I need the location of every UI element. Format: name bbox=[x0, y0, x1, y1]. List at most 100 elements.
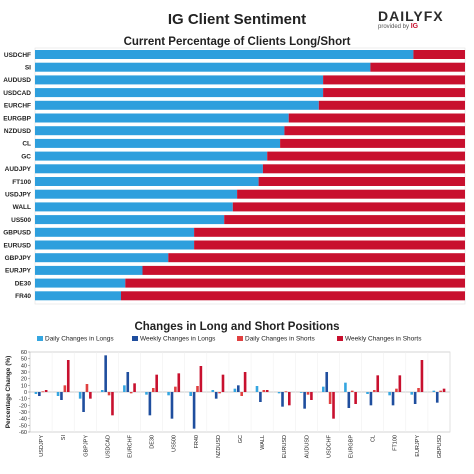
short-percentage-bar bbox=[232, 202, 465, 212]
sentiment-category-label: DE30 bbox=[15, 280, 32, 287]
sentiment-category-label: US500 bbox=[11, 217, 31, 224]
x-axis-category-label: US500 bbox=[172, 435, 178, 452]
sentiment-category-label: NZDUSD bbox=[4, 128, 31, 135]
x-axis-category-label: DE30 bbox=[150, 435, 156, 449]
change-bar bbox=[303, 392, 306, 409]
change-bar bbox=[174, 386, 177, 392]
change-bar bbox=[417, 388, 420, 392]
ig-logo-text: IG bbox=[410, 23, 419, 30]
change-bar bbox=[435, 392, 439, 403]
long-percentage-bar bbox=[35, 189, 238, 199]
change-bar bbox=[350, 390, 354, 392]
legend-label: Daily Changes in Longs bbox=[45, 336, 114, 343]
long-percentage-bar bbox=[35, 227, 195, 237]
y-axis-tick-label: 40 bbox=[21, 363, 27, 369]
sentiment-category-label: AUDUSD bbox=[3, 77, 31, 84]
change-bar bbox=[255, 386, 259, 392]
change-bar bbox=[100, 390, 104, 392]
change-bar bbox=[111, 392, 114, 416]
long-percentage-bar bbox=[35, 50, 414, 59]
long-percentage-bar bbox=[35, 265, 143, 275]
sentiment-category-label: USDCAD bbox=[3, 90, 31, 97]
change-bar bbox=[373, 390, 376, 392]
x-axis-category-label: EURUSD bbox=[282, 435, 288, 458]
short-percentage-bar bbox=[168, 253, 466, 263]
x-axis-category-label: AUDUSD bbox=[304, 435, 310, 458]
change-bar bbox=[376, 375, 380, 392]
change-bar bbox=[233, 388, 237, 392]
short-percentage-bar bbox=[370, 62, 465, 72]
sentiment-category-label: WALL bbox=[13, 204, 31, 211]
change-bar bbox=[211, 390, 215, 392]
change-bar bbox=[66, 360, 70, 392]
change-bar bbox=[148, 392, 152, 416]
change-bar bbox=[332, 392, 335, 419]
change-bar bbox=[410, 392, 414, 395]
y-axis-tick-label: -50 bbox=[19, 423, 27, 429]
sentiment-chart-title: Current Percentage of Clients Long/Short bbox=[123, 36, 351, 48]
change-bar bbox=[369, 392, 373, 406]
y-axis-tick-label: 60 bbox=[21, 350, 27, 356]
long-percentage-bar bbox=[35, 177, 259, 186]
sentiment-category-label: GBPUSD bbox=[3, 230, 31, 237]
change-bar bbox=[167, 392, 170, 396]
short-percentage-bar bbox=[237, 189, 465, 199]
long-percentage-bar bbox=[35, 240, 195, 250]
change-bar bbox=[218, 392, 221, 394]
change-bar bbox=[395, 388, 398, 392]
change-bar bbox=[259, 392, 262, 402]
long-percentage-bar bbox=[35, 151, 268, 161]
change-bar bbox=[133, 383, 136, 392]
change-bar bbox=[107, 392, 111, 396]
change-bar bbox=[82, 392, 85, 412]
long-percentage-bar bbox=[35, 113, 289, 123]
y-axis-tick-label: 30 bbox=[21, 370, 27, 376]
change-bar bbox=[155, 374, 158, 392]
x-axis-category-label: USDJPY bbox=[39, 435, 45, 457]
x-axis-category-label: USDCHF bbox=[326, 434, 332, 458]
x-axis-category-label: FR40 bbox=[194, 435, 200, 448]
change-bar bbox=[265, 390, 269, 392]
y-axis-tick-label: 20 bbox=[21, 377, 27, 383]
sentiment-category-label: GBPJPY bbox=[5, 255, 32, 262]
short-percentage-bar bbox=[224, 215, 465, 225]
x-axis-category-label: WALL bbox=[260, 435, 266, 450]
short-percentage-bar bbox=[194, 240, 465, 250]
change-bar bbox=[391, 392, 395, 406]
change-bar bbox=[432, 390, 436, 392]
short-percentage-bar bbox=[262, 164, 465, 174]
y-axis-tick-label: -20 bbox=[19, 403, 27, 409]
change-bar bbox=[60, 392, 63, 400]
change-bar bbox=[344, 382, 347, 392]
y-axis-tick-label: -30 bbox=[19, 410, 27, 416]
long-percentage-bar bbox=[35, 126, 285, 136]
change-bar bbox=[354, 392, 357, 404]
legend-swatch bbox=[37, 336, 43, 341]
change-bar bbox=[284, 391, 288, 393]
change-bar bbox=[347, 392, 351, 408]
change-bar bbox=[85, 384, 89, 392]
change-bar bbox=[214, 392, 218, 399]
x-axis-category-label: SI bbox=[61, 435, 67, 441]
change-bar bbox=[322, 386, 325, 392]
short-percentage-bar bbox=[323, 88, 465, 98]
change-bar bbox=[189, 392, 192, 396]
y-axis-tick-label: 50 bbox=[21, 357, 27, 363]
long-percentage-bar bbox=[35, 164, 263, 174]
y-axis-tick-label: 10 bbox=[21, 383, 27, 389]
sentiment-category-label: USDCHF bbox=[4, 52, 31, 59]
change-bar bbox=[44, 390, 48, 392]
change-bar bbox=[123, 385, 126, 392]
short-percentage-bar bbox=[284, 126, 465, 136]
change-bar bbox=[151, 388, 155, 392]
change-bar bbox=[413, 392, 417, 404]
y-axis-tick-label: -60 bbox=[19, 430, 27, 436]
sentiment-category-label: FR40 bbox=[15, 293, 31, 300]
y-axis-tick-label: 0 bbox=[24, 390, 27, 396]
change-bar bbox=[442, 388, 446, 392]
change-bar bbox=[243, 372, 247, 392]
change-bar bbox=[145, 392, 148, 395]
change-bar bbox=[221, 374, 225, 392]
